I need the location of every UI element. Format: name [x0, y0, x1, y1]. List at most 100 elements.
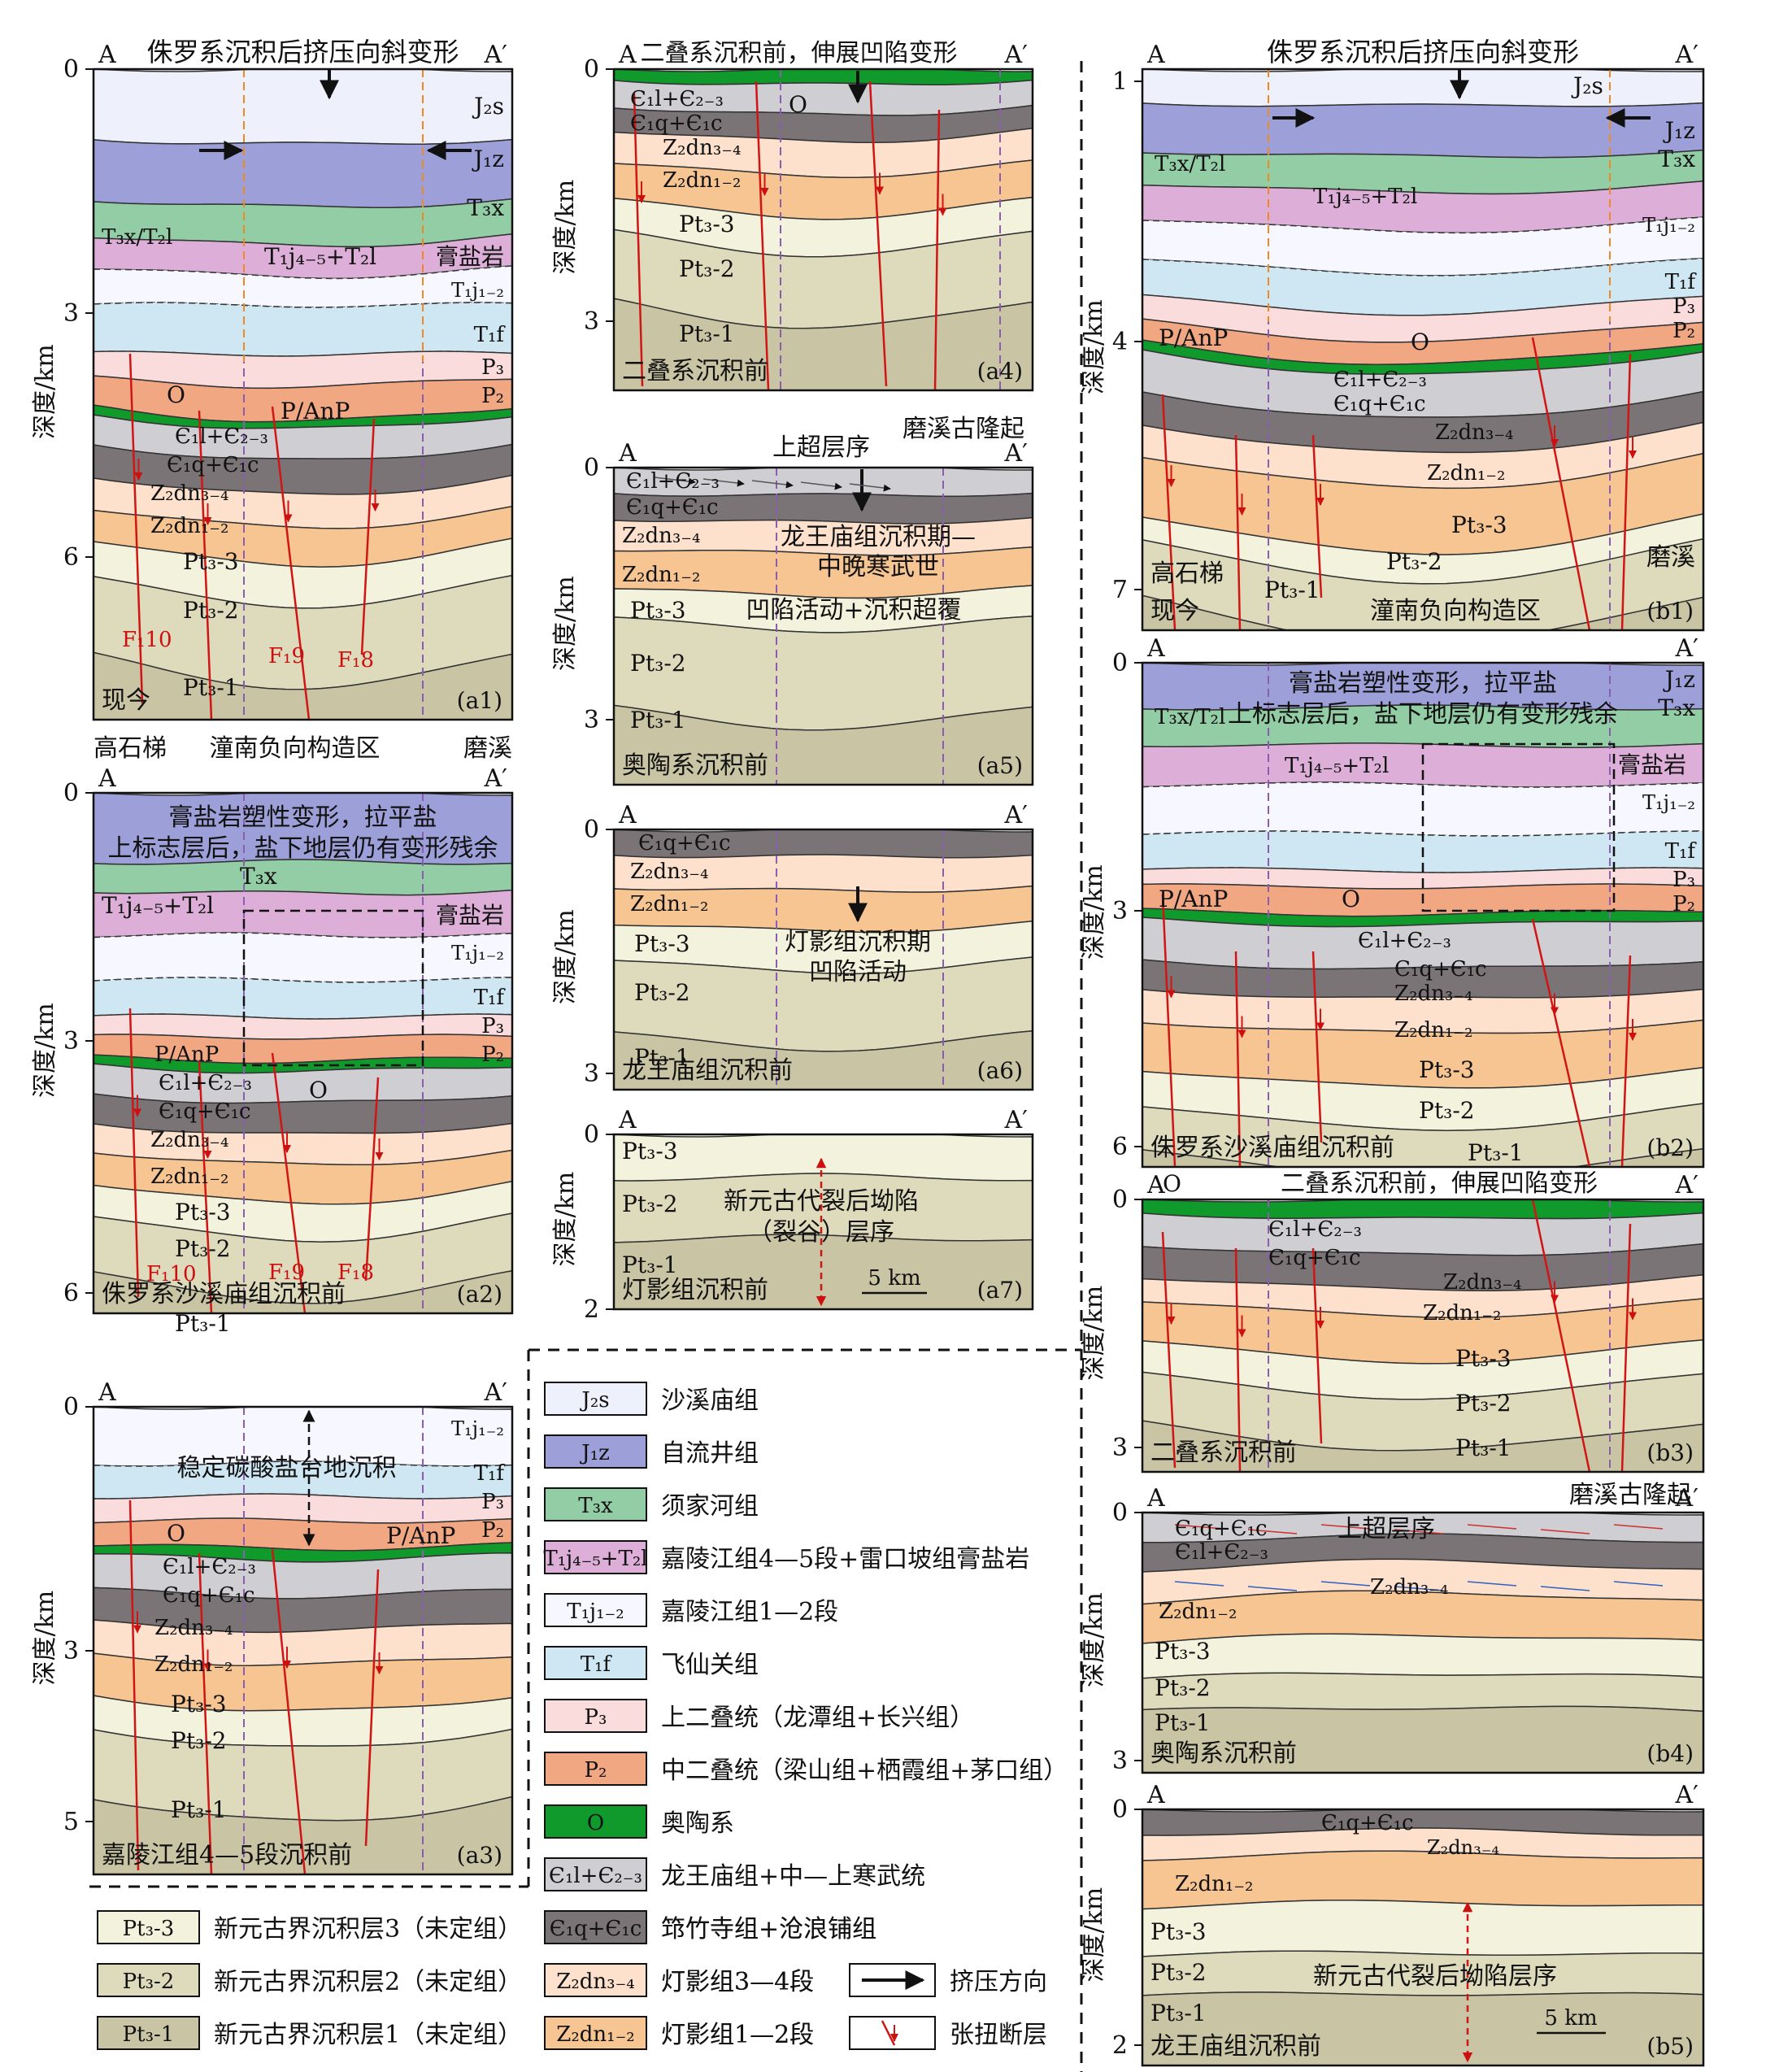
unit-label: T₁j₄₋₅+T₂l [1285, 754, 1389, 778]
unit-label: Z₂dn₃₋₄ [622, 524, 700, 548]
legend-text: 挤压方向 [950, 1968, 1047, 1996]
axis-tick-label: 5 [63, 1808, 79, 1836]
unit-label: Z₂dn₃₋₄ [663, 136, 741, 160]
unit-label: Z₂dn₁₋₂ [630, 892, 708, 916]
legend-text: 龙王庙组+中—上寒武统 [661, 1862, 925, 1891]
axis-tick-label: 3 [63, 1027, 79, 1056]
legend-item-J1z: J₁z 自流井组 [544, 1434, 759, 1469]
panel-title: 二叠系沉积前，伸展凹陷变形 [641, 39, 958, 67]
panel-stage-label: 嘉陵江组4—5段沉积前 [102, 1841, 352, 1870]
unit-label: J₂s [1571, 72, 1603, 99]
unit-label: Z₂dn₁₋₂ [1394, 1018, 1472, 1043]
annotation: 新元古代裂后坳陷 [724, 1187, 919, 1216]
legend-item-Z12: Z₂dn₁₋₂ 灯影组1—2段 [544, 2016, 814, 2050]
fault-line [1620, 1223, 1632, 1472]
fault-line [364, 1077, 380, 1282]
legend-code: T₃x [578, 1494, 613, 1518]
fault-line [1531, 918, 1591, 1167]
section-start-label: A [1146, 634, 1165, 663]
unit-label: T₁f [474, 323, 507, 347]
axis-tick-label: 0 [63, 1393, 79, 1421]
unit-label: Z₂dn₃₋₄ [1370, 1575, 1448, 1600]
unit-label: T₃x [240, 863, 277, 890]
panel-frame [612, 466, 1034, 786]
panel-frame [612, 67, 1034, 392]
legend-text: 飞仙关组 [661, 1651, 759, 1679]
panel-tag: (b3) [1646, 1439, 1694, 1466]
layer-T3x [94, 859, 512, 896]
annotation: 上超层序 [772, 433, 870, 462]
onlap-arrow [654, 477, 696, 485]
legend-text: 上二叠统（龙潭组+长兴组） [661, 1704, 974, 1732]
onlap-line [1394, 1529, 1444, 1534]
section-end-label: A′ [1004, 41, 1029, 69]
panel-stage-label: 奥陶系沉积前 [622, 751, 768, 780]
unit-label: T₃x/T₂l [102, 225, 172, 250]
unit-label: Pt₃-1 [1150, 2000, 1207, 2026]
section-start-label: A [1146, 1484, 1165, 1513]
unit-label: Є₁q+Є₁c [167, 453, 259, 477]
onlap-line [1613, 1524, 1664, 1530]
unit-label: J₁z [1663, 117, 1695, 144]
panel-tag: (b4) [1646, 1740, 1694, 1767]
axis-tick-label: 0 [584, 1121, 599, 1149]
unit-label: Z₂dn₁₋₂ [1427, 461, 1505, 485]
depth-axis-label: 深度/km [551, 180, 580, 275]
layer-J2s [1142, 69, 1703, 107]
cross-section-panels: 深度/kmA A′(a1)现今侏罗系沉积后挤压向斜变形J₂sJ₁zT₃xT₃x/T… [31, 37, 1705, 2067]
unit-label: O [1163, 1170, 1181, 1197]
fault-line [271, 1548, 307, 1874]
unit-label: Pt₃-2 [183, 597, 239, 624]
legend-item-Z34: Z₂dn₃₋₄ 灯影组3—4段 [544, 1963, 814, 1997]
panel-title: 磨溪古隆起 [903, 415, 1024, 443]
layer-T1j12 [94, 932, 512, 983]
onlap-line [1394, 1586, 1444, 1591]
place-label: 潼南负向构造区 [210, 734, 381, 763]
axis-tick-label: 4 [1112, 328, 1128, 356]
panel-b3: 深度/km A A′ (b3) 二叠系沉积前 二叠系沉积前，伸展凹陷变形 O Є₁l+Є₂₋₃… [1080, 1169, 1705, 1473]
legend-code: P₃ [585, 1705, 607, 1730]
unit-label: Є₁q+Є₁c [1321, 1811, 1414, 1835]
fault-line [868, 81, 888, 387]
layer-Pt1 [1142, 1420, 1703, 1472]
axis-tick-label: 3 [63, 1637, 79, 1665]
layer-Pt3 [1142, 1900, 1703, 1957]
unit-label: Z₂dn₃₋₄ [1435, 420, 1513, 445]
fault-line [128, 1500, 140, 1871]
panel-a4: 深度/km A A′ (a4) 二叠系沉积前 二叠系沉积前，伸展凹陷变形 Є₁l+Є₂₋₃ O… [551, 39, 1034, 392]
panel-a2: 深度/km A A′ (a2) 侏罗系沙溪庙组沉积前 膏盐岩塑性变形，拉平盐上标志层后，盐… [31, 764, 514, 1337]
section-end-label: A′ [484, 41, 508, 69]
unit-label: Pt₃-2 [1419, 1097, 1475, 1124]
unit-label: Z₂dn₁₋₂ [1159, 1600, 1237, 1624]
unit-label: Pt₃-2 [679, 255, 735, 282]
legend-swatch [544, 1910, 647, 1944]
fault-line [1311, 1247, 1323, 1444]
unit-label: P₃ [481, 355, 504, 380]
unit-label: Z₂dn₃₋₄ [1394, 982, 1472, 1006]
axis-tick-label: 6 [63, 1279, 79, 1308]
depth-axis-label: 深度/km [31, 1591, 59, 1686]
legend-item-P3: P₃ 上二叠统（龙潭组+长兴组） [544, 1699, 974, 1733]
unit-label: Pt₃-1 [634, 1044, 690, 1071]
legend-text: 灯影组3—4段 [661, 1968, 814, 1996]
legend-code: Є₁q+Є₁c [550, 1917, 642, 1941]
unit-label: J₂s [472, 93, 504, 120]
layer-Pt2 [1142, 538, 1703, 630]
panel-tag: (a4) [977, 358, 1023, 385]
legend-item-Pt3: Pt₃-3 新元古界沉积层3（未定组） [97, 1910, 522, 1944]
layer-Pt1 [1142, 594, 1703, 630]
onlap-arrow [849, 483, 891, 492]
panel-tag: (b2) [1646, 1134, 1694, 1161]
axis-tick-label: 3 [584, 307, 599, 336]
panel-stage-label: 现今 [1150, 597, 1199, 625]
unit-label: Pt₃-3 [622, 1138, 678, 1164]
legend-swatch [544, 1487, 647, 1521]
place-label: 高石梯 [1150, 559, 1224, 588]
unit-label: Pt₃-1 [183, 674, 239, 701]
section-start-label: A [618, 1106, 637, 1134]
layer-J1z [1142, 102, 1703, 159]
unit-label: T₁j₁₋₂ [1642, 214, 1695, 237]
panel-tag: (a3) [457, 1842, 502, 1869]
unit-label: O [167, 1520, 185, 1547]
